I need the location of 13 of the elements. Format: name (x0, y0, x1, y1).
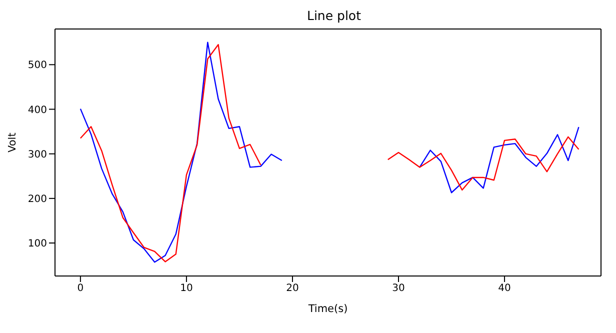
x-tick-label: 30 (392, 283, 405, 294)
x-tick-label: 10 (180, 283, 193, 294)
y-axis-title: Volt (6, 132, 19, 152)
y-tick-label: 400 (28, 104, 47, 116)
y-tick-label: 500 (28, 60, 47, 72)
y-tick-label: 100 (28, 238, 47, 250)
x-tick-label: 20 (286, 283, 299, 294)
x-tick-label: 0 (77, 283, 84, 294)
x-tick-label: 40 (498, 283, 511, 294)
y-tick-label: 200 (28, 194, 47, 205)
x-axis-title: Time(s) (307, 303, 348, 315)
y-tick-label: 300 (28, 149, 47, 160)
chart-title: Line plot (306, 8, 362, 23)
